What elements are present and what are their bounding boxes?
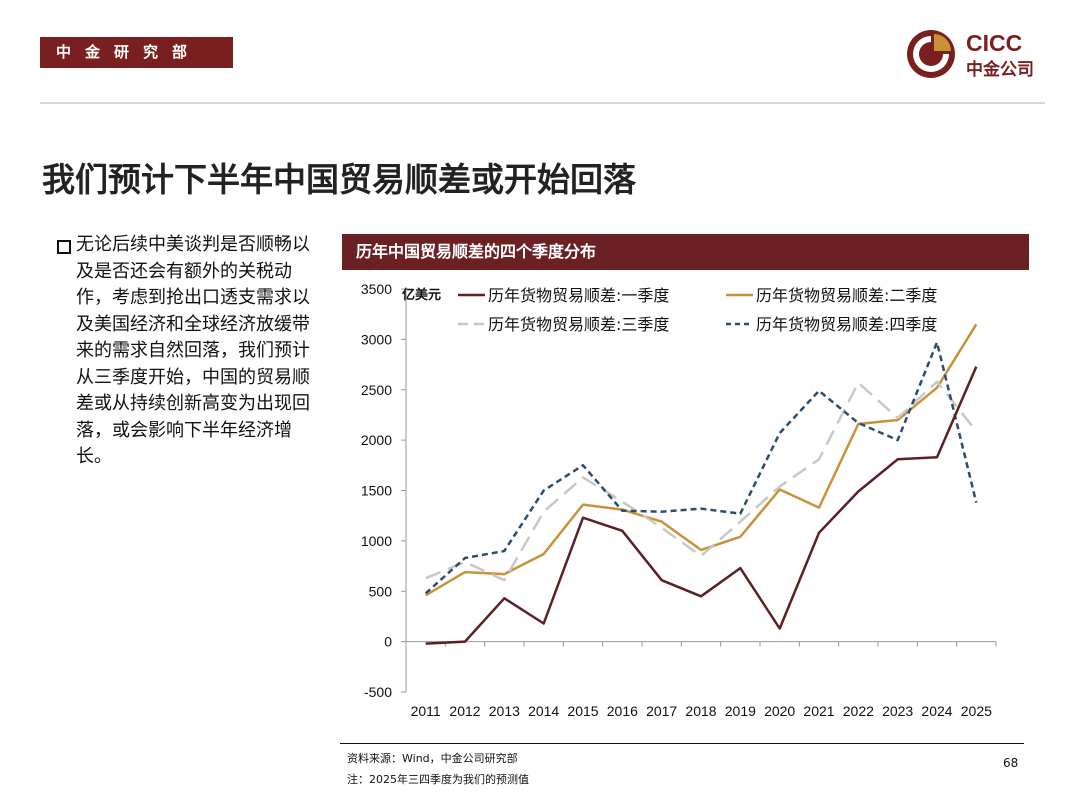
y-tick-label: 0 bbox=[384, 634, 392, 650]
slide-title: 我们预计下半年中国贸易顺差或开始回落 bbox=[42, 160, 636, 199]
y-tick-label: -500 bbox=[364, 684, 392, 700]
source-note: 资料来源：Wind，中金公司研究部 bbox=[347, 752, 518, 765]
x-tick-label: 2022 bbox=[843, 703, 874, 719]
footer-divider bbox=[340, 743, 1024, 744]
series-line-q2 bbox=[425, 323, 978, 597]
trade-surplus-line-chart: -500 0 500 1000 1500 2000 2500 3000 3500 2011 2012… bbox=[361, 281, 997, 719]
legend-label-q4: 历年货物贸易顺差:四季度 bbox=[756, 315, 937, 334]
legend-label-q2: 历年货物贸易顺差:二季度 bbox=[756, 286, 937, 305]
x-tick-label: 2019 bbox=[725, 703, 756, 719]
header-divider bbox=[40, 102, 1045, 104]
series-line-q4 bbox=[424, 341, 978, 595]
cicc-emblem-icon bbox=[907, 30, 955, 78]
y-axis-unit-label: 亿美元 bbox=[402, 287, 441, 303]
department-tag: 中金研究部 bbox=[40, 37, 233, 68]
x-tick-label: 2015 bbox=[567, 703, 598, 719]
x-tick-label: 2018 bbox=[685, 703, 716, 719]
x-tick-label: 2021 bbox=[803, 703, 834, 719]
y-tick-label: 1000 bbox=[361, 533, 392, 549]
y-tick-label: 2000 bbox=[361, 432, 392, 448]
x-tick-label: 2025 bbox=[961, 703, 992, 719]
y-tick-label: 3500 bbox=[361, 281, 392, 297]
y-tick-label: 3000 bbox=[361, 331, 392, 347]
chart-title: 历年中国贸易顺差的四个季度分布 bbox=[342, 234, 1029, 270]
forecast-note: 注：2025年三四季度为我们的预测值 bbox=[347, 773, 529, 786]
y-tick-label: 500 bbox=[369, 583, 393, 599]
bullet-text: 无论后续中美谈判是否顺畅以及是否还会有额外的关税动作，考虑到抢出口透支需求以及美… bbox=[76, 234, 310, 467]
cicc-logo: CICC 中金公司 bbox=[906, 28, 1051, 80]
logo-text-cn: 中金公司 bbox=[966, 60, 1034, 80]
logo-text-en: CICC bbox=[966, 30, 1023, 56]
legend-label-q3: 历年货物贸易顺差:三季度 bbox=[488, 315, 669, 334]
x-tick-label: 2024 bbox=[921, 703, 952, 719]
x-tick-label: 2020 bbox=[764, 703, 795, 719]
series-line-q1 bbox=[425, 366, 978, 645]
x-tick-label: 2023 bbox=[882, 703, 913, 719]
y-tick-label: 2500 bbox=[361, 382, 392, 398]
x-tick-label: 2016 bbox=[607, 703, 638, 719]
page-number: 68 bbox=[1003, 756, 1019, 770]
x-tick-label: 2013 bbox=[489, 703, 520, 719]
x-tick-label: 2014 bbox=[528, 703, 559, 719]
x-tick-label: 2017 bbox=[646, 703, 677, 719]
x-tick-label: 2011 bbox=[411, 703, 441, 719]
series-line-q3 bbox=[425, 380, 978, 582]
legend-label-q1: 历年货物贸易顺差:一季度 bbox=[488, 286, 669, 305]
x-tick-label: 2012 bbox=[449, 703, 480, 719]
y-tick-label: 1500 bbox=[361, 483, 392, 499]
bullet-square-icon bbox=[57, 240, 71, 254]
